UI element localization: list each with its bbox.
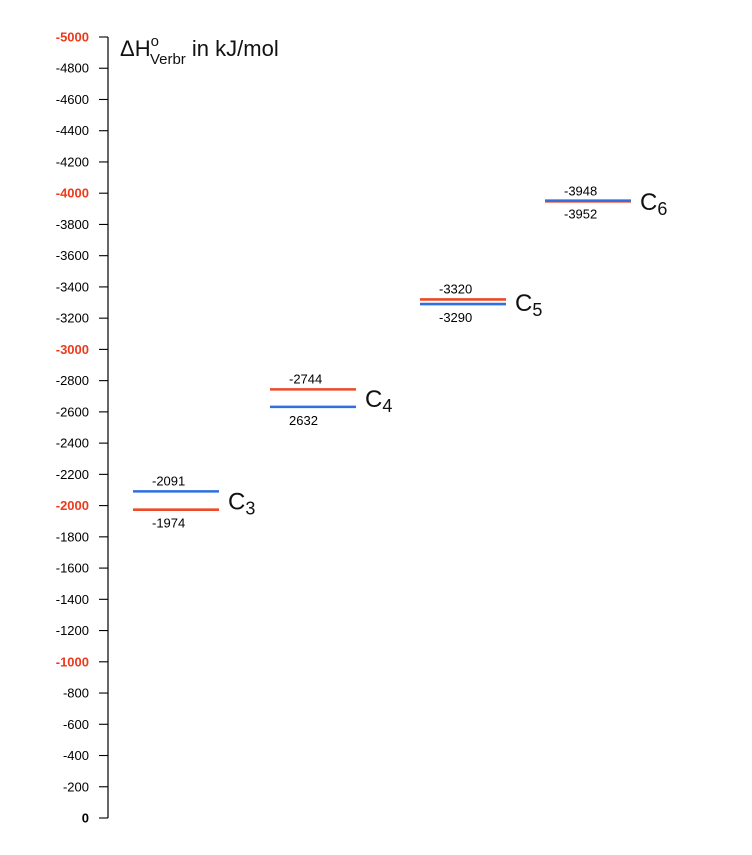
energy-level-value-label: -3320 [439,281,472,296]
level-group-c3: -1974 -2091 C3 [133,473,255,531]
group-label-subscript: 6 [657,199,667,219]
level-group-c5: -3320 -3290 C5 [420,281,542,325]
y-tick-label: -3400 [56,279,89,294]
y-tick-label: -4600 [56,92,89,107]
level-group-c6: -3948 -3952 C6 [545,183,667,222]
title-superscript: o [151,33,159,50]
energy-level-value-label: -1974 [152,516,185,531]
y-tick-label: -1600 [56,561,89,576]
title-subscript: Verbr [150,51,186,68]
group-label-main: C [365,386,382,413]
chart-title-text: ΔHo Verbr in kJ/mol [120,33,279,68]
y-tick-label: -1400 [56,592,89,607]
y-tick-label: -2400 [56,436,89,451]
group-label-subscript: 3 [245,499,255,519]
y-tick-label: -4200 [56,154,89,169]
y-tick-label: -3800 [56,217,89,232]
y-tick-label: -4400 [56,123,89,138]
y-tick-label: -1000 [56,654,89,669]
energy-level-value-label: -3948 [564,183,597,198]
group-label-subscript: 4 [382,396,392,416]
chart-title: ΔHo Verbr in kJ/mol [120,33,279,68]
y-tick-label: -4000 [56,186,89,201]
group-label-main: C [228,489,245,516]
group-label-main: C [640,189,657,216]
group-label-subscript: 5 [532,300,542,320]
y-tick-label: -2200 [56,467,89,482]
energy-level-value-label: -3290 [439,310,472,325]
group-label: C4 [365,386,392,416]
y-tick-label: -1200 [56,623,89,638]
y-tick-label: -2800 [56,373,89,388]
y-tick-label: -3000 [56,342,89,357]
level-group-c4: -2744 2632 C4 [270,371,392,428]
energy-level-value-label: -2744 [289,371,322,386]
energy-level-value-label: -3952 [564,207,597,222]
group-label: C6 [640,189,667,219]
y-tick-label: -4800 [56,61,89,76]
y-tick-label: -5000 [56,30,89,45]
y-tick-label: -400 [63,748,89,763]
y-tick-label: 0 [82,811,89,826]
group-label: C3 [228,489,255,519]
energy-levels: -1974-2091C3-27442632C4-3320-3290C5-3948… [133,183,667,531]
y-axis-ticks: -5000-4800-4600-4400-4200-4000-3800-3600… [56,30,108,826]
y-tick-label: -2000 [56,498,89,513]
y-tick-label: -200 [63,779,89,794]
group-label-main: C [515,290,532,317]
energy-level-value-label: 2632 [289,413,318,428]
energy-level-value-label: -2091 [152,473,185,488]
y-tick-label: -1800 [56,529,89,544]
title-suffix: in kJ/mol [186,36,279,61]
y-tick-label: -600 [63,717,89,732]
y-tick-label: -3600 [56,248,89,263]
y-tick-label: -3200 [56,311,89,326]
y-tick-label: -2600 [56,404,89,419]
y-tick-label: -800 [63,686,89,701]
title-main: ΔH [120,36,151,61]
group-label: C5 [515,290,542,320]
